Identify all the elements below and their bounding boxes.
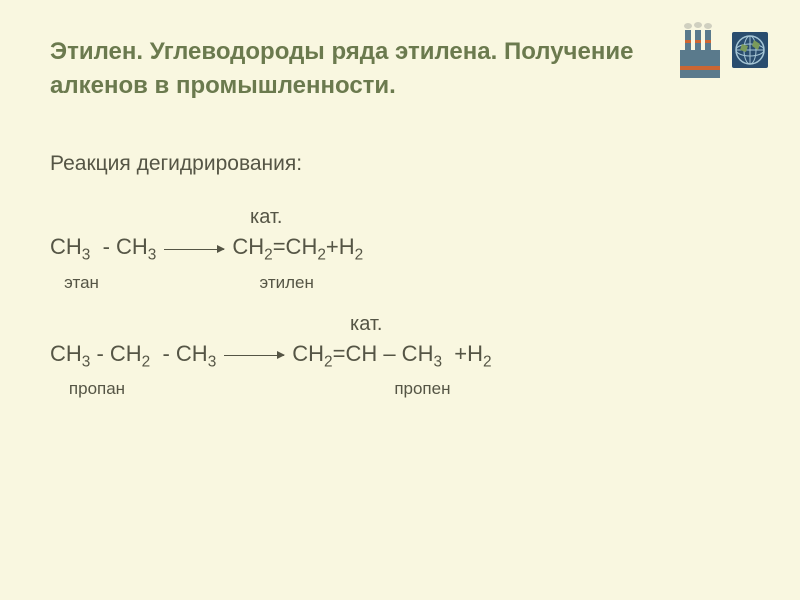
equation-1-right: СН2=СН2+Н2 bbox=[232, 234, 363, 264]
ethylene-label: этилен bbox=[260, 273, 314, 292]
reaction-type-label: Реакция дегидрирования: bbox=[50, 152, 750, 176]
factory-icon bbox=[675, 20, 725, 80]
reaction-arrow-1 bbox=[164, 249, 224, 250]
equation-2-left: СН3 - СН2 - СН3 bbox=[50, 341, 216, 371]
slide-title: Этилен. Углеводороды ряда этилена. Получ… bbox=[50, 35, 650, 102]
slide-icons bbox=[675, 20, 770, 80]
propene-label: пропен bbox=[394, 379, 450, 398]
ethane-label: этан bbox=[64, 273, 99, 292]
equation-2: СН3 - СН2 - СН3 СН2=СН – СН3 +Н2 bbox=[50, 341, 750, 371]
compound-labels-2: пропан пропен bbox=[50, 379, 750, 399]
globe-icon bbox=[730, 30, 770, 70]
equation-2-right: СН2=СН – СН3 +Н2 bbox=[292, 341, 491, 371]
catalyst-label-2: кат. bbox=[350, 313, 750, 336]
propane-label: пропан bbox=[69, 379, 125, 398]
reaction-arrow-2 bbox=[224, 355, 284, 356]
equation-1: СН3 - СН3 СН2=СН2+Н2 bbox=[50, 234, 750, 264]
equation-1-left: СН3 - СН3 bbox=[50, 234, 156, 264]
compound-labels-1: этан этилен bbox=[50, 273, 750, 293]
catalyst-label-1: кат. bbox=[250, 206, 750, 229]
